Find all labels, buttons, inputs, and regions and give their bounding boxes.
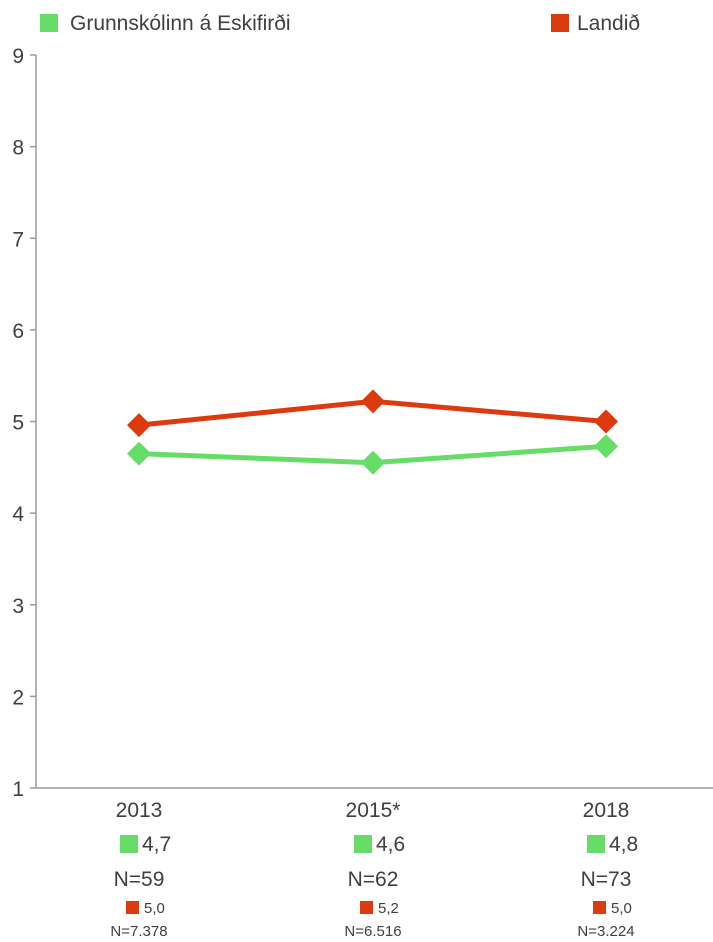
value-swatch-0 [354,835,372,853]
legend: Grunnskólinn á Eskifirði Landið [40,12,640,35]
y-tick-label: 4 [12,503,24,526]
y-axis: 1 2 3 4 5 6 7 8 9 [12,45,37,801]
value-swatch-0 [587,835,605,853]
value-swatch-1 [593,901,606,914]
n-label-0: N=73 [581,868,632,891]
value-swatch-1 [360,901,373,914]
series-points [127,389,618,475]
y-tick-label: 3 [12,595,24,618]
data-label-1: 5,0 [144,900,165,917]
data-point-1-1 [361,389,385,414]
data-point-1-0 [127,413,151,438]
n-label-0: N=59 [114,868,165,891]
data-point-0-0 [127,441,151,466]
y-tick-label: 1 [12,778,24,801]
x-tick-label: 2015* [346,799,401,822]
legend-swatch-1 [551,14,569,32]
legend-label-1: Landið [577,12,640,35]
y-tick-label: 6 [12,320,24,343]
data-label-0: 4,8 [609,833,638,856]
data-label-0: 4,7 [142,833,171,856]
y-tick-label: 8 [12,137,24,160]
legend-swatch-0 [40,14,58,32]
data-label-1: 5,2 [378,900,399,917]
x-tick-label: 2013 [116,799,163,822]
category-data-tables: 2013 4,7 N=59 5,0 N=7.378 2015* 4,6 N=62 5,2 N=6.… [110,799,638,940]
n-label-1: N=7.378 [110,923,167,940]
data-point-0-2 [594,434,618,459]
n-label-1: N=3.224 [577,923,634,940]
y-tick-label: 5 [12,412,24,435]
y-tick-label: 9 [12,45,24,68]
y-tick-label: 2 [12,686,24,709]
value-swatch-1 [126,901,139,914]
data-label-0: 4,6 [376,833,405,856]
data-point-0-1 [361,450,385,475]
x-tick-label: 2018 [583,799,630,822]
n-label-1: N=6.516 [344,923,401,940]
data-label-1: 5,0 [611,900,632,917]
value-swatch-0 [120,835,138,853]
legend-label-0: Grunnskólinn á Eskifirði [70,12,291,35]
y-tick-label: 7 [12,228,24,251]
data-point-1-2 [594,409,618,434]
n-label-0: N=62 [348,868,399,891]
